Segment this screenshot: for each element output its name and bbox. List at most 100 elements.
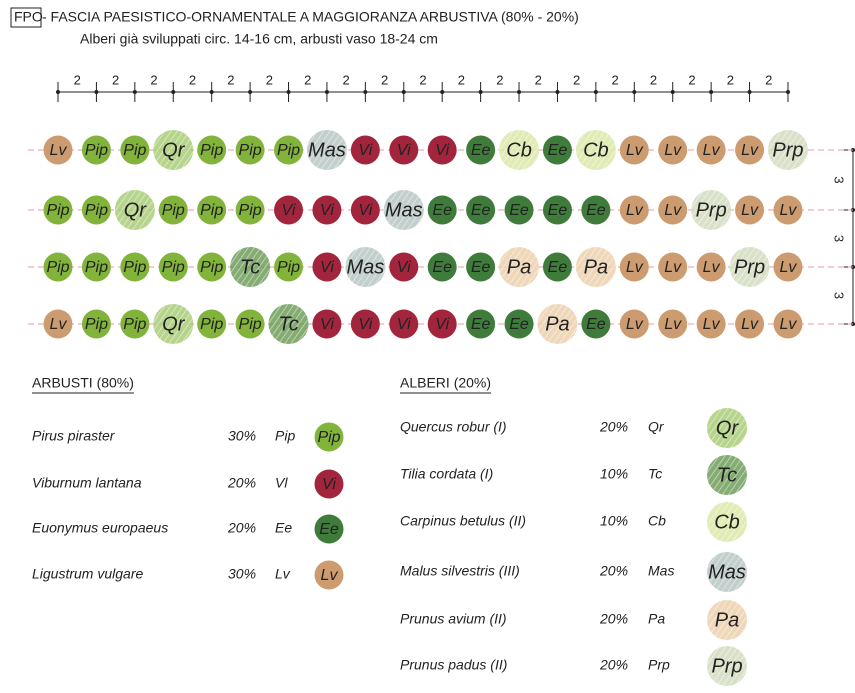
dimension-label: 2 (765, 72, 772, 87)
dimension-dot (478, 90, 483, 94)
legend: ARBUSTI (80%) Pirus piraster 30% Pip Pip Vibu… (32, 375, 747, 686)
dimension-dot (747, 90, 752, 94)
species-percent: 20% (227, 475, 256, 491)
dimension-label: 2 (496, 72, 503, 87)
plant-code: Vi (397, 316, 411, 333)
plant-code: Ee (432, 259, 452, 276)
species-code: Lv (275, 566, 291, 582)
species-code: Ee (275, 520, 292, 536)
species-code: Mas (648, 563, 674, 579)
shrub-symbol (314, 422, 344, 452)
shrub-symbol (466, 195, 496, 225)
shrub-symbol (735, 195, 765, 225)
dimension-label: 2 (727, 72, 734, 87)
shrub-symbol (427, 135, 457, 165)
species-code: Vl (275, 475, 288, 491)
species-name: Prunus avium (II) (400, 611, 507, 627)
dimension-label: 2 (650, 72, 657, 87)
dimension-label: 3 (832, 176, 847, 183)
shrub-symbol (81, 135, 111, 165)
tree-hatch (707, 408, 747, 448)
plant-code: Pip (200, 259, 223, 276)
shrub-symbol (504, 195, 534, 225)
plant-code: Pip (200, 316, 223, 333)
shrub-symbol (158, 252, 188, 282)
shrub-symbol (696, 252, 726, 282)
shrub-symbol (43, 135, 73, 165)
species-percent: 30% (228, 428, 256, 444)
shrub-symbol (389, 135, 419, 165)
tree-hatch (707, 502, 747, 542)
plant-code: Ee (319, 521, 339, 538)
plant-code: Lv (703, 259, 721, 276)
plant-code: Vi (320, 202, 334, 219)
species-code: Cb (648, 513, 666, 529)
dimension-dot (56, 90, 60, 94)
plant-code: Pa (715, 609, 739, 631)
dimension-dot (517, 90, 522, 94)
shrub-symbol (542, 252, 572, 282)
dimension-dot (440, 90, 445, 94)
tree-hatch (268, 304, 309, 344)
dimension-label: 2 (112, 72, 119, 87)
tree-hatch (383, 190, 424, 230)
plant-code: Lv (664, 142, 682, 159)
shrub-symbol (197, 195, 227, 225)
tree-hatch (707, 646, 747, 686)
legend-title: ARBUSTI (80%) (32, 375, 134, 391)
dimension-dot (593, 90, 598, 94)
plant-code: Lv (626, 316, 644, 333)
species-percent: 10% (600, 513, 628, 529)
header-subtitle: Alberi già sviluppati circ. 14-16 cm, ar… (80, 31, 438, 47)
shrub-symbol (314, 469, 344, 499)
shrub-symbol (466, 135, 496, 165)
plant-code: Lv (626, 259, 644, 276)
shrub-symbol (312, 195, 342, 225)
plant-code: Lv (664, 259, 682, 276)
tree-hatch (230, 247, 271, 287)
shrub-symbol (81, 252, 111, 282)
plant-code: Lv (50, 316, 68, 333)
dimension-label: 2 (419, 72, 426, 87)
dimensions: 2 2 2 2 2 2 2 2 2 2 2 2 2 2 2 2 2 2 2 3 3 3 (56, 72, 855, 326)
shrub-symbol (43, 252, 73, 282)
header-code: FPO (14, 9, 43, 25)
shrub-symbol (773, 252, 803, 282)
shrub-symbol (581, 309, 611, 339)
shrub-symbol (197, 135, 227, 165)
species-name: Quercus robur (I) (400, 419, 507, 435)
plant-code: Prp (711, 655, 742, 677)
dimension-label: 2 (458, 72, 465, 87)
dimension-dot (94, 90, 99, 94)
plant-code: Vi (358, 202, 372, 219)
plant-code: Lv (741, 202, 759, 219)
plant-code: Ee (432, 202, 452, 219)
plant-code: Qr (162, 313, 186, 335)
dimension-dot (401, 90, 406, 94)
plant-code: Pip (123, 259, 146, 276)
tree-hatch (153, 130, 194, 170)
plant-code: Pip (85, 142, 108, 159)
tree-hatch (729, 247, 770, 287)
plant-code: Pip (277, 142, 300, 159)
tree-hatch (114, 190, 155, 230)
species-code: Prp (648, 657, 670, 673)
plant-code: Lv (703, 316, 721, 333)
plant-code: Lv (664, 316, 682, 333)
shrub-symbol (274, 195, 304, 225)
plant-code: Vi (358, 316, 372, 333)
tree-hatch (575, 130, 616, 170)
plant-code: Ee (548, 259, 568, 276)
shrub-symbol (274, 252, 304, 282)
plant-code: Pip (46, 259, 69, 276)
shrub-symbol (581, 195, 611, 225)
species-name: Carpinus betulus (II) (400, 513, 526, 529)
plant-code: Vi (435, 316, 449, 333)
dimension-label: 2 (688, 72, 695, 87)
species-name: Tilia cordata (I) (400, 466, 493, 482)
shrub-symbol (312, 309, 342, 339)
shrub-symbol (235, 309, 265, 339)
shrub-symbol (658, 309, 688, 339)
shrub-symbol (158, 195, 188, 225)
